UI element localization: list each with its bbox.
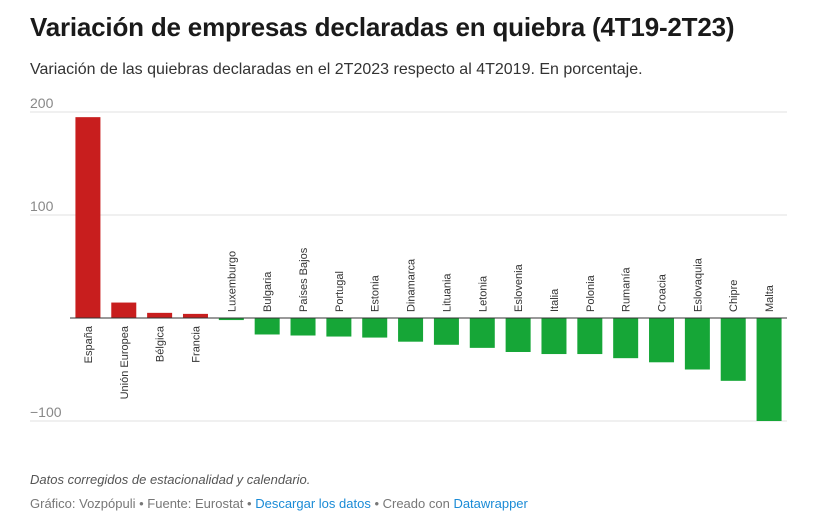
- footer-separator: •: [135, 496, 148, 511]
- category-label: Bélgica: [155, 325, 167, 362]
- chart-subtitle: Variación de las quiebras declaradas en …: [30, 61, 643, 78]
- bar: [649, 318, 675, 363]
- bar-chart: 200 100 −100 España Unión Europea Bélgica Fra…: [30, 95, 787, 422]
- datawrapper-link[interactable]: Datawrapper: [453, 496, 528, 511]
- category-label: Países Bajos: [298, 247, 310, 312]
- category-label: Letonia: [477, 275, 489, 312]
- bar: [398, 318, 424, 342]
- category-label: Portugal: [334, 271, 346, 312]
- y-tick-label: −100: [30, 404, 62, 420]
- category-label: Lituania: [441, 273, 453, 312]
- bar: [613, 318, 639, 359]
- category-label: Bulgaria: [262, 271, 274, 312]
- footer-created: Creado con: [382, 496, 454, 511]
- category-label: Chipre: [728, 280, 740, 312]
- chart-title: Variación de empresas declaradas en quie…: [30, 12, 735, 42]
- category-label: Estonia: [370, 274, 382, 312]
- bar: [541, 318, 567, 355]
- bar: [362, 318, 388, 338]
- bars: [70, 117, 787, 421]
- category-label: Francia: [190, 325, 202, 363]
- y-tick-label: 100: [30, 198, 54, 214]
- bar: [147, 312, 173, 318]
- chart-footer: Gráfico: Vozpópuli • Fuente: Eurostat • …: [30, 496, 528, 511]
- category-label: Luxemburgo: [226, 251, 238, 312]
- category-label: Italia: [549, 288, 561, 312]
- category-label: Croacia: [657, 273, 669, 312]
- bar: [254, 318, 280, 335]
- y-tick-label: 200: [30, 95, 54, 111]
- download-data-link[interactable]: Descargar los datos: [255, 496, 371, 511]
- category-label: Unión Europea: [119, 325, 131, 399]
- category-label: Eslovaquia: [692, 257, 704, 312]
- bar: [684, 318, 710, 370]
- bar: [505, 318, 531, 352]
- category-label: Malta: [764, 284, 776, 312]
- bar: [111, 302, 137, 318]
- category-label: Polonia: [585, 274, 597, 312]
- bar: [720, 318, 746, 381]
- footer-separator: •: [370, 496, 383, 511]
- bar: [433, 318, 459, 345]
- bar: [290, 318, 316, 336]
- bar: [577, 318, 603, 355]
- footer-credit: Gráfico: Vozpópuli: [30, 496, 136, 511]
- bar: [218, 318, 244, 321]
- category-labels: España Unión Europea Bélgica Francia Luxembu…: [83, 247, 776, 399]
- footer-source: Fuente: Eurostat: [147, 496, 244, 511]
- bar: [756, 318, 782, 421]
- footer-separator: •: [243, 496, 256, 511]
- bar: [182, 313, 208, 318]
- category-label: España: [83, 325, 95, 363]
- bar: [469, 318, 495, 348]
- category-label: Eslovenia: [513, 263, 525, 312]
- chart-notes: Datos corregidos de estacionalidad y cal…: [30, 472, 311, 487]
- bar: [326, 318, 352, 337]
- category-label: Rumanía: [621, 266, 633, 312]
- category-label: Dinamarca: [406, 258, 418, 312]
- grid-lines: 200 100 −100: [30, 95, 787, 422]
- bar: [75, 117, 101, 319]
